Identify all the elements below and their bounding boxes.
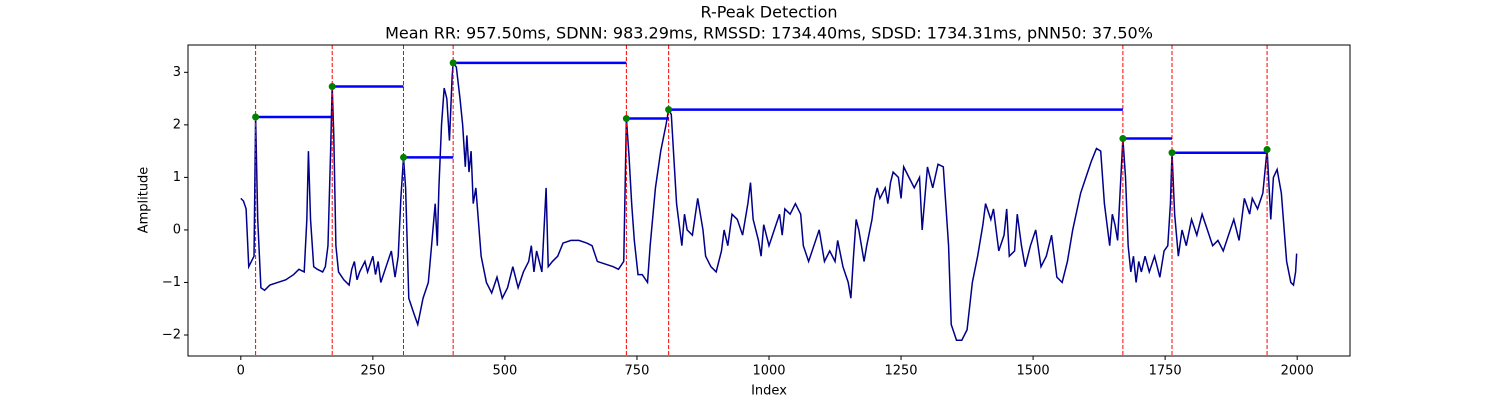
- x-tick-label: 1500: [1017, 364, 1050, 379]
- r-peak: [665, 106, 673, 114]
- r-peak: [1119, 135, 1127, 143]
- r-peak: [252, 113, 260, 121]
- x-tick-label: 0: [237, 364, 245, 379]
- y-tick-label: 0: [173, 222, 181, 237]
- y-tick-label: −2: [162, 327, 181, 342]
- r-peak: [449, 59, 457, 67]
- y-tick-label: −1: [162, 275, 181, 290]
- x-tick-label: 2000: [1281, 364, 1314, 379]
- y-tick-label: 1: [173, 170, 181, 185]
- y-axis-label: Amplitude: [137, 167, 152, 234]
- x-axis-label: Index: [751, 384, 787, 399]
- plot-frame: [187, 44, 1351, 357]
- x-tick-label: 750: [625, 364, 650, 379]
- x-tick-label: 500: [492, 364, 517, 379]
- chart-subtitle: Mean RR: 957.50ms, SDNN: 983.29ms, RMSSD…: [385, 24, 1153, 43]
- r-peak: [399, 153, 407, 161]
- r-peak: [1263, 146, 1271, 154]
- x-tick-label: 1250: [884, 364, 917, 379]
- chart-title: R-Peak Detection: [700, 3, 837, 22]
- signal-line: [240, 60, 1298, 341]
- x-tick-label: 1750: [1149, 364, 1182, 379]
- x-tick-label: 1000: [752, 364, 785, 379]
- y-tick-label: 3: [173, 65, 181, 80]
- r-peak: [1168, 149, 1176, 157]
- y-tick-label: 2: [173, 117, 181, 132]
- r-peak: [622, 115, 630, 123]
- r-peak: [328, 83, 336, 91]
- x-tick-label: 250: [360, 364, 385, 379]
